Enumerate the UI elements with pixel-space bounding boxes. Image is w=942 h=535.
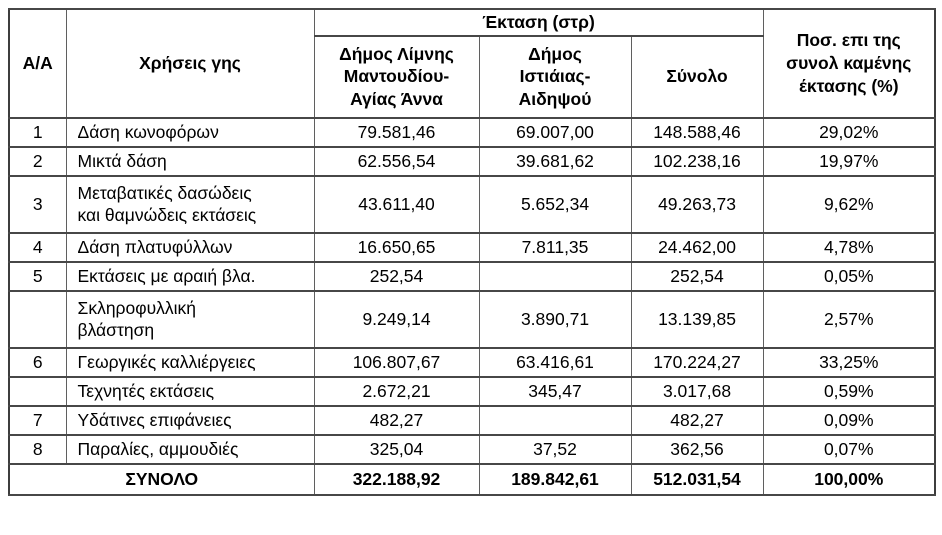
table-row: 4 Δάση πλατυφύλλων 16.650,65 7.811,35 24…	[8, 231, 936, 263]
table-row: Σκληροφυλλική βλάστηση 9.249,14 3.890,71…	[8, 289, 936, 349]
cell-total-area: 252,54	[630, 260, 764, 292]
cell-aa: 6	[8, 346, 67, 378]
cell-total-area: 170.224,27	[630, 346, 764, 378]
cell-muni1-area: 9.249,14	[313, 289, 480, 349]
cell-landuse: Υδάτινες επιφάνειες	[65, 404, 315, 436]
cell-total-area: 102.238,16	[630, 145, 764, 177]
cell-muni2-area: 3.890,71	[478, 289, 632, 349]
cell-muni1-area: 79.581,46	[313, 116, 480, 148]
cell-landuse: Εκτάσεις με αραιή βλα.	[65, 260, 315, 292]
cell-muni1-area: 482,27	[313, 404, 480, 436]
cell-muni2-area: 63.416,61	[478, 346, 632, 378]
land-use-table: Α/Α Χρήσεις γης Έκταση (στρ) Ποσ. επι τη…	[8, 8, 937, 496]
cell-aa: 2	[8, 145, 67, 177]
cell-pct: 9,62%	[762, 174, 936, 234]
table-row: 3 Μεταβατικές δασώδεις και θαμνώδεις εκτ…	[8, 174, 936, 234]
cell-aa	[8, 289, 67, 349]
cell-muni1-area: 2.672,21	[313, 375, 480, 407]
cell-total-label: ΣΥΝΟΛΟ	[8, 462, 315, 496]
cell-pct: 4,78%	[762, 231, 936, 263]
cell-total-pct: 100,00%	[762, 462, 936, 496]
cell-pct: 2,57%	[762, 289, 936, 349]
cell-total-area: 24.462,00	[630, 231, 764, 263]
cell-pct: 33,25%	[762, 346, 936, 378]
cell-pct: 0,09%	[762, 404, 936, 436]
cell-muni2-area	[478, 260, 632, 292]
col-header-total: Σύνολο	[630, 34, 764, 119]
cell-total-muni2: 189.842,61	[478, 462, 632, 496]
table-total-row: ΣΥΝΟΛΟ 322.188,92 189.842,61 512.031,54 …	[8, 462, 936, 496]
cell-landuse: Σκληροφυλλική βλάστηση	[65, 289, 315, 349]
cell-landuse: Δάση πλατυφύλλων	[65, 231, 315, 263]
cell-total-muni1: 322.188,92	[313, 462, 480, 496]
cell-total-area: 362,56	[630, 433, 764, 465]
cell-muni1-area: 252,54	[313, 260, 480, 292]
cell-landuse: Παραλίες, αμμουδιές	[65, 433, 315, 465]
cell-landuse: Γεωργικές καλλιέργειες	[65, 346, 315, 378]
cell-total-area: 13.139,85	[630, 289, 764, 349]
cell-muni1-area: 106.807,67	[313, 346, 480, 378]
table-row: 1 Δάση κωνοφόρων 79.581,46 69.007,00 148…	[8, 116, 936, 148]
cell-landuse: Τεχνητές εκτάσεις	[65, 375, 315, 407]
cell-pct: 0,59%	[762, 375, 936, 407]
table-row: 2 Μικτά δάση 62.556,54 39.681,62 102.238…	[8, 145, 936, 177]
cell-aa	[8, 375, 67, 407]
cell-pct: 0,05%	[762, 260, 936, 292]
col-header-muni2: Δήμος Ιστιάιας- Αιδηψού	[478, 34, 632, 119]
cell-muni1-area: 62.556,54	[313, 145, 480, 177]
cell-aa: 7	[8, 404, 67, 436]
table-header-row-sub: Δήμος Λίμνης Μαντουδίου- Αγίας Άννα Δήμο…	[9, 34, 935, 119]
cell-landuse: Μικτά δάση	[65, 145, 315, 177]
col-header-area-group: Έκταση (στρ)	[313, 8, 764, 37]
cell-pct: 29,02%	[762, 116, 936, 148]
cell-muni1-area: 16.650,65	[313, 231, 480, 263]
cell-landuse: Δάση κωνοφόρων	[65, 116, 315, 148]
cell-total-area: 49.263,73	[630, 174, 764, 234]
cell-muni2-area: 5.652,34	[478, 174, 632, 234]
col-header-muni1: Δήμος Λίμνης Μαντουδίου- Αγίας Άννα	[313, 34, 480, 119]
cell-pct: 19,97%	[762, 145, 936, 177]
cell-muni2-area: 39.681,62	[478, 145, 632, 177]
table-row: 5 Εκτάσεις με αραιή βλα. 252,54 252,54 0…	[8, 260, 936, 292]
cell-muni2-area: 37,52	[478, 433, 632, 465]
table-header-row-top: Α/Α Χρήσεις γης Έκταση (στρ) Ποσ. επι τη…	[8, 8, 936, 119]
table-row: 8 Παραλίες, αμμουδιές 325,04 37,52 362,5…	[8, 433, 936, 465]
cell-aa: 5	[8, 260, 67, 292]
cell-muni2-area: 345,47	[478, 375, 632, 407]
col-header-aa: Α/Α	[8, 8, 67, 119]
table-row: Τεχνητές εκτάσεις 2.672,21 345,47 3.017,…	[8, 375, 936, 407]
cell-muni2-area	[478, 404, 632, 436]
cell-aa: 4	[8, 231, 67, 263]
cell-total-area: 148.588,46	[630, 116, 764, 148]
cell-muni1-area: 43.611,40	[313, 174, 480, 234]
table-row: 7 Υδάτινες επιφάνειες 482,27 482,27 0,09…	[8, 404, 936, 436]
cell-aa: 8	[8, 433, 67, 465]
col-header-landuse: Χρήσεις γης	[65, 8, 315, 119]
cell-muni2-area: 7.811,35	[478, 231, 632, 263]
cell-total-sum: 512.031,54	[630, 462, 764, 496]
cell-aa: 3	[8, 174, 67, 234]
table-row: 6 Γεωργικές καλλιέργειες 106.807,67 63.4…	[8, 346, 936, 378]
col-header-pct: Ποσ. επι της συνολ καμένης έκτασης (%)	[762, 8, 936, 119]
cell-muni1-area: 325,04	[313, 433, 480, 465]
cell-muni2-area: 69.007,00	[478, 116, 632, 148]
cell-aa: 1	[8, 116, 67, 148]
cell-total-area: 482,27	[630, 404, 764, 436]
cell-landuse: Μεταβατικές δασώδεις και θαμνώδεις εκτάσ…	[65, 174, 315, 234]
cell-total-area: 3.017,68	[630, 375, 764, 407]
cell-pct: 0,07%	[762, 433, 936, 465]
